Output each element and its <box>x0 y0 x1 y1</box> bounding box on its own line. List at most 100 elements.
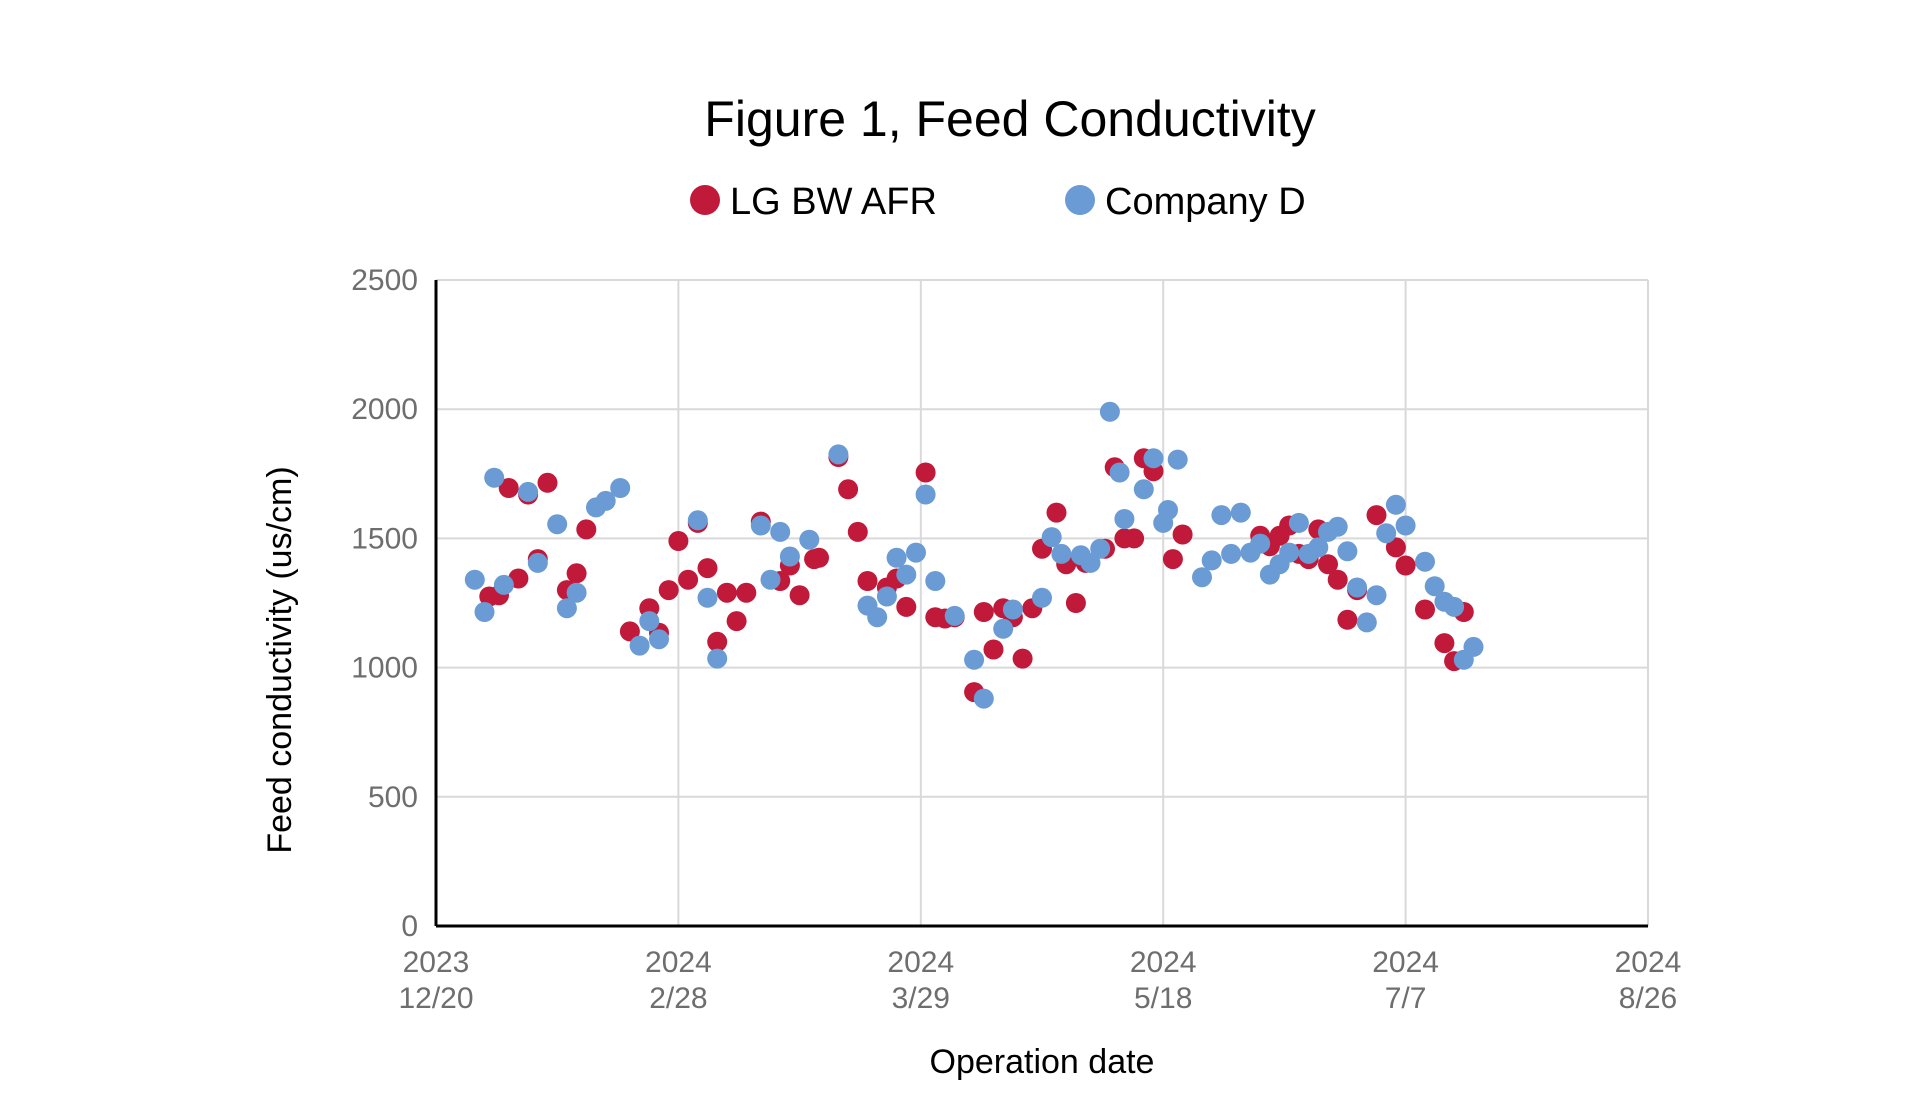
data-point <box>658 580 679 601</box>
data-point <box>629 635 650 656</box>
data-point <box>944 605 965 626</box>
data-point <box>697 587 718 608</box>
data-point <box>1099 401 1120 422</box>
data-point <box>1424 576 1445 597</box>
data-point <box>1337 541 1358 562</box>
data-point <box>799 529 820 550</box>
legend: LG BW AFR Company D <box>690 181 1306 223</box>
data-point <box>1366 585 1387 606</box>
data-point <box>1385 537 1406 558</box>
data-point <box>1366 505 1387 526</box>
data-point <box>867 607 888 628</box>
data-point <box>896 596 917 617</box>
data-point <box>1376 523 1397 544</box>
legend-label-company-d: Company D <box>1105 181 1306 223</box>
data-point <box>1172 524 1193 545</box>
data-point <box>556 598 577 619</box>
data-point <box>1434 633 1455 654</box>
data-point <box>1415 551 1435 572</box>
data-point <box>1221 543 1242 564</box>
y-axis-title: Feed conductivity (us/cm) <box>261 466 299 853</box>
data-point <box>964 649 985 670</box>
data-point <box>1356 612 1377 633</box>
x-tick-date: 12/20 <box>398 982 473 1015</box>
data-point <box>1051 543 1072 564</box>
data-point <box>1327 516 1348 537</box>
data-point <box>770 521 791 542</box>
data-point <box>1250 533 1271 554</box>
series-1 <box>464 401 1484 709</box>
data-point <box>527 552 548 573</box>
x-tick-date: 3/29 <box>892 982 950 1015</box>
data-point <box>1124 528 1145 549</box>
x-tick-date: 8/26 <box>1619 982 1677 1015</box>
data-point <box>1279 542 1300 563</box>
x-tick-date: 5/18 <box>1134 982 1192 1015</box>
data-point <box>595 490 616 511</box>
data-point <box>619 621 640 642</box>
data-point <box>1046 502 1067 523</box>
data-point <box>906 542 926 563</box>
data-point <box>896 564 917 585</box>
data-point <box>566 563 587 584</box>
data-point <box>973 688 994 709</box>
data-point <box>915 484 936 505</box>
y-tick-label: 2500 <box>351 264 418 297</box>
data-point <box>1143 448 1164 469</box>
data-point <box>1347 577 1368 598</box>
data-point <box>1211 505 1232 526</box>
data-point <box>484 467 505 488</box>
data-point <box>1133 479 1154 500</box>
data-point <box>736 582 757 603</box>
data-point <box>726 611 747 632</box>
data-point <box>1230 502 1251 523</box>
x-tick-year: 2024 <box>645 946 712 979</box>
data-point <box>1327 569 1348 590</box>
data-point <box>1318 554 1338 575</box>
x-tick-date: 2/28 <box>649 982 707 1015</box>
data-point <box>779 546 800 567</box>
x-tick-date: 7/7 <box>1385 982 1427 1015</box>
data-point <box>547 514 568 535</box>
data-point <box>1065 593 1086 613</box>
data-point <box>1337 609 1358 630</box>
x-tick-year: 2024 <box>887 946 954 979</box>
data-point <box>1444 596 1465 617</box>
data-point <box>857 571 878 591</box>
data-point <box>678 569 699 590</box>
data-point <box>566 582 587 603</box>
data-point <box>1288 512 1309 533</box>
legend-marker-company-d <box>1065 185 1095 215</box>
data-point <box>847 521 868 542</box>
legend-label-lg-bw-afr: LG BW AFR <box>730 181 937 223</box>
y-tick-label: 2000 <box>351 393 418 426</box>
data-point <box>697 558 718 579</box>
y-tick-label: 1500 <box>351 522 418 555</box>
data-point <box>1032 587 1052 608</box>
data-point <box>876 586 897 607</box>
data-point <box>1395 555 1416 576</box>
data-point <box>915 462 936 483</box>
x-tick-year: 2024 <box>1130 946 1197 979</box>
data-point <box>537 472 558 493</box>
data-point <box>1167 449 1188 470</box>
data-point <box>668 531 689 551</box>
data-point <box>474 602 495 622</box>
data-point <box>1395 515 1416 536</box>
data-point <box>993 618 1014 639</box>
data-point <box>1162 549 1183 570</box>
data-point <box>707 631 728 652</box>
data-point <box>750 515 771 536</box>
data-point <box>809 547 829 568</box>
data-point <box>576 519 597 540</box>
data-point <box>1002 599 1023 620</box>
data-point <box>1114 509 1135 529</box>
data-point <box>649 629 669 650</box>
x-tick-year: 2024 <box>1372 946 1439 979</box>
data-point <box>1080 552 1101 573</box>
data-point <box>838 479 859 500</box>
data-point <box>518 481 539 502</box>
data-point <box>1041 527 1062 548</box>
axis-ticks: 05001000150020002500202312/2020242/28202… <box>351 264 1681 1015</box>
